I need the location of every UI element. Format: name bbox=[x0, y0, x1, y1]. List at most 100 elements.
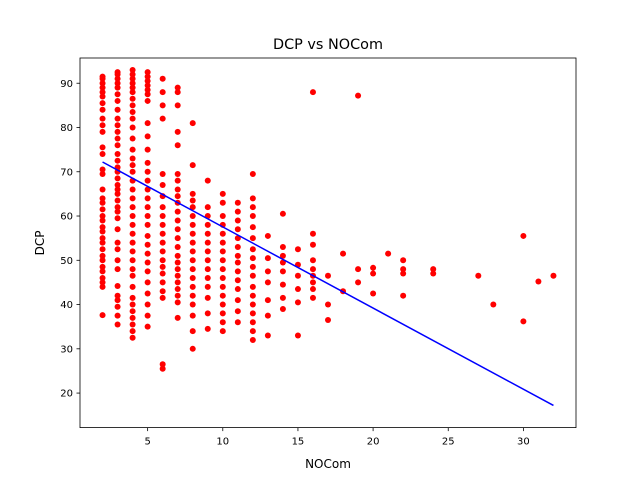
scatter-point bbox=[219, 301, 226, 308]
scatter-point bbox=[129, 294, 136, 301]
scatter-point bbox=[114, 157, 121, 164]
scatter-point bbox=[159, 270, 166, 277]
scatter-point bbox=[219, 319, 226, 326]
scatter-point bbox=[99, 199, 106, 206]
scatter-point bbox=[174, 292, 181, 299]
scatter-point bbox=[129, 146, 136, 153]
scatter-point bbox=[144, 250, 151, 257]
scatter-point bbox=[129, 80, 136, 87]
scatter-point bbox=[234, 226, 241, 233]
scatter-point bbox=[99, 239, 106, 246]
scatter-point bbox=[340, 250, 347, 257]
scatter-point bbox=[279, 305, 286, 312]
scatter-point bbox=[129, 321, 136, 328]
scatter-point bbox=[99, 100, 106, 107]
scatter-point bbox=[114, 226, 121, 233]
scatter-point bbox=[355, 266, 362, 273]
scatter-point bbox=[249, 213, 256, 220]
scatter-point bbox=[99, 217, 106, 224]
scatter-point bbox=[99, 73, 106, 80]
scatter-point bbox=[204, 257, 211, 264]
scatter-point bbox=[159, 75, 166, 82]
scatter-point bbox=[279, 252, 286, 259]
scatter-point bbox=[309, 89, 316, 96]
scatter-point bbox=[114, 69, 121, 76]
scatter-point bbox=[114, 135, 121, 142]
scatter-point bbox=[294, 286, 301, 293]
scatter-point bbox=[249, 195, 256, 202]
scatter-point bbox=[249, 272, 256, 279]
scatter-point bbox=[189, 204, 196, 211]
scatter-point bbox=[129, 221, 136, 228]
scatter-point bbox=[144, 133, 151, 140]
scatter-point bbox=[174, 244, 181, 251]
scatter-point bbox=[144, 73, 151, 80]
scatter-point bbox=[174, 193, 181, 200]
scatter-point bbox=[144, 323, 151, 330]
scatter-point bbox=[174, 170, 181, 177]
scatter-point bbox=[99, 283, 106, 290]
scatter-point bbox=[114, 91, 121, 98]
y-tick-label: 30 bbox=[60, 344, 73, 355]
scatter-point bbox=[99, 235, 106, 242]
scatter-point bbox=[114, 80, 121, 87]
scatter-point bbox=[249, 170, 256, 177]
scatter-point bbox=[144, 290, 151, 297]
scatter-point bbox=[430, 270, 437, 277]
scatter-point bbox=[174, 89, 181, 96]
scatter-point bbox=[144, 204, 151, 211]
scatter-point bbox=[234, 259, 241, 266]
scatter-point bbox=[144, 82, 151, 89]
y-axis-label: DCP bbox=[33, 231, 47, 256]
scatter-point bbox=[385, 250, 392, 257]
scatter-point bbox=[234, 297, 241, 304]
scatter-point bbox=[294, 272, 301, 279]
scatter-point bbox=[144, 268, 151, 275]
scatter-point bbox=[129, 328, 136, 335]
scatter-point bbox=[144, 120, 151, 127]
scatter-point bbox=[144, 86, 151, 93]
y-tick-label: 20 bbox=[60, 389, 73, 400]
scatter-point bbox=[99, 274, 106, 281]
scatter-point bbox=[99, 312, 106, 319]
scatter-point bbox=[219, 248, 226, 255]
scatter-point bbox=[99, 257, 106, 264]
y-tick-label: 70 bbox=[60, 167, 73, 178]
scatter-point bbox=[400, 257, 407, 264]
scatter-point bbox=[189, 221, 196, 228]
scatter-point bbox=[219, 274, 226, 281]
scatter-point bbox=[144, 259, 151, 266]
scatter-point bbox=[129, 213, 136, 220]
scatter-point bbox=[219, 328, 226, 335]
scatter-point bbox=[129, 71, 136, 78]
regression-line bbox=[102, 161, 554, 407]
scatter-point bbox=[144, 177, 151, 184]
scatter-point bbox=[144, 213, 151, 220]
scatter-point bbox=[99, 84, 106, 91]
scatter-point bbox=[144, 221, 151, 228]
scatter-point bbox=[219, 292, 226, 299]
scatter-point bbox=[159, 204, 166, 211]
scatter-point bbox=[99, 80, 106, 87]
scatter-point bbox=[114, 142, 121, 149]
scatter-point bbox=[129, 135, 136, 142]
scatter-point bbox=[204, 283, 211, 290]
scatter-point bbox=[234, 208, 241, 215]
scatter-point bbox=[189, 197, 196, 204]
scatter-point bbox=[159, 263, 166, 270]
plot-frame bbox=[79, 57, 577, 429]
scatter-point bbox=[400, 266, 407, 273]
scatter-point bbox=[99, 128, 106, 135]
scatter-point bbox=[249, 235, 256, 242]
scatter-point bbox=[294, 299, 301, 306]
scatter-point bbox=[189, 120, 196, 127]
scatter-point bbox=[309, 230, 316, 237]
scatter-point bbox=[189, 230, 196, 237]
scatter-point bbox=[234, 308, 241, 315]
scatter-point bbox=[279, 281, 286, 288]
scatter-point bbox=[550, 272, 557, 279]
chart-title: DCP vs NOCom bbox=[273, 37, 383, 53]
scatter-point bbox=[219, 283, 226, 290]
scatter-point bbox=[264, 297, 271, 304]
y-tick-label: 40 bbox=[60, 300, 73, 311]
